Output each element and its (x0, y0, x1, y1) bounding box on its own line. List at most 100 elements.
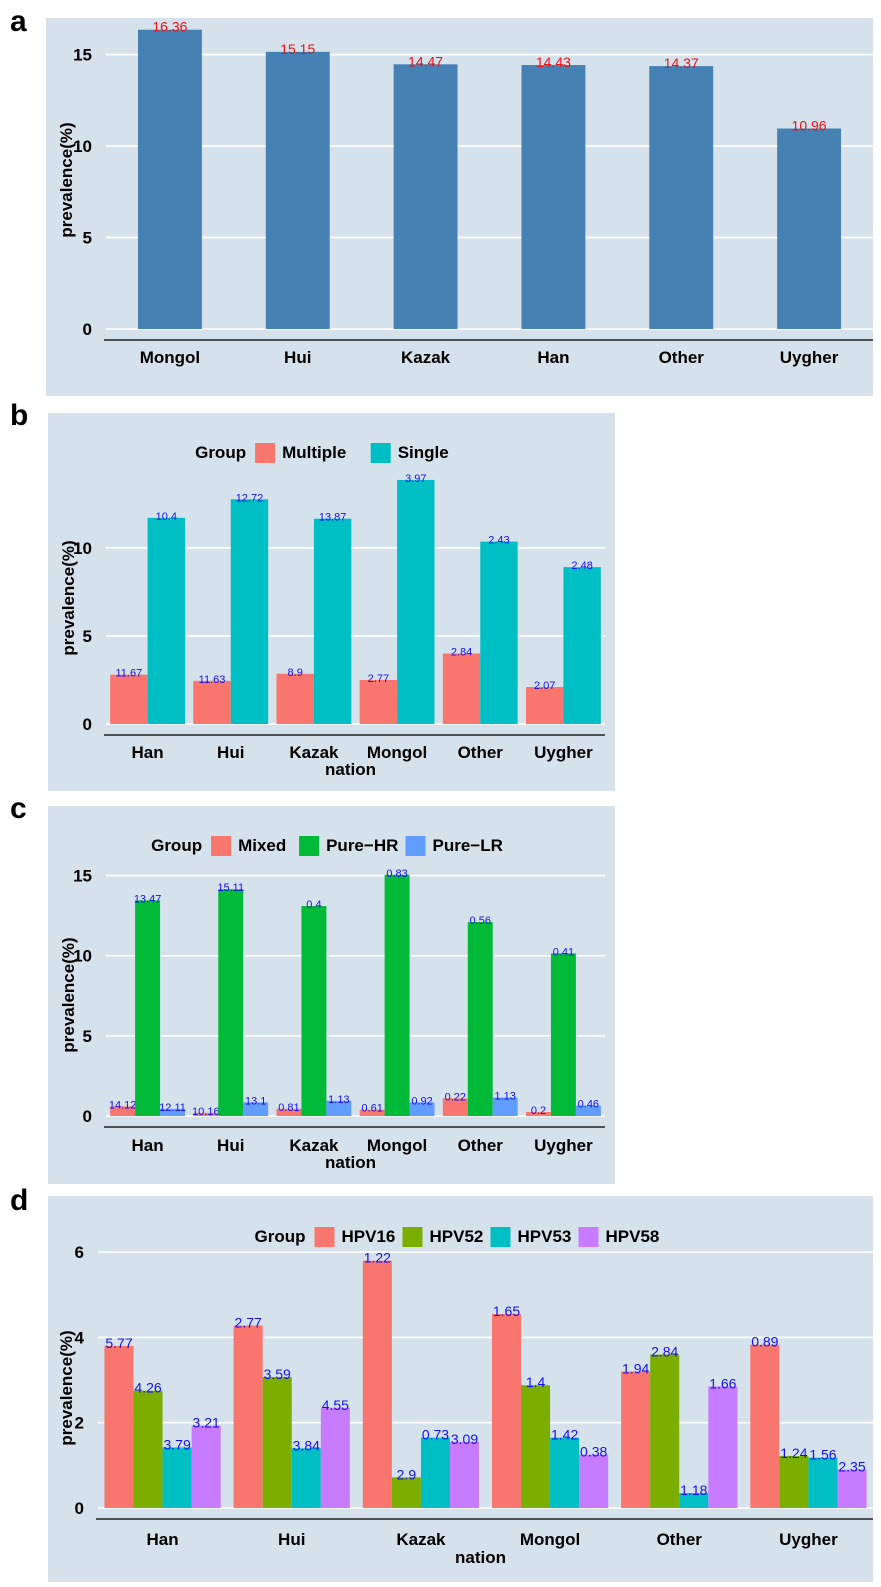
x-tick-label-a: Uygher (780, 348, 839, 367)
chart-d: 0246prevalence(%)nationHan5.774.263.793.… (48, 1196, 873, 1582)
x-tick-label-d: Uygher (779, 1530, 838, 1549)
x-tick-label-a: Mongol (140, 348, 200, 367)
data-label-c: 1.13 (328, 1094, 349, 1106)
x-tick-label-d: Hui (278, 1530, 305, 1549)
data-label-d: 3.21 (193, 1415, 220, 1431)
bar-b-single (397, 479, 435, 724)
bar-d-hpv53 (291, 1448, 321, 1508)
data-label-d: 1.65 (493, 1303, 520, 1319)
bar-d-hpv16 (491, 1313, 522, 1508)
bar-c-purehr (301, 906, 327, 1116)
data-label-d: 2.84 (651, 1343, 678, 1359)
x-tick-label-c: Kazak (289, 1136, 339, 1155)
y-axis-title-d: prevalence(%) (57, 1330, 76, 1445)
bar-b-single (480, 541, 518, 724)
data-label-b: 8.9 (288, 667, 303, 679)
bar-d-hpv58 (449, 1441, 480, 1508)
x-tick-label-a: Hui (284, 348, 311, 367)
bar-b-single (147, 517, 186, 724)
bar-d-hpv58 (320, 1407, 350, 1508)
y-tick-label-c: 0 (83, 1107, 92, 1126)
bar-a (521, 65, 586, 330)
y-tick-label-d: 2 (75, 1414, 84, 1433)
y-axis-title-b: prevalence(%) (59, 540, 78, 655)
bar-b-multiple (110, 674, 148, 724)
x-tick-label-b: Hui (217, 743, 244, 762)
legend-title-c: Group (151, 836, 202, 855)
data-label-a: 14.43 (536, 54, 571, 70)
x-tick-label-c: Other (458, 1136, 504, 1155)
legend-c: Group Mixed Pure−HR Pure−LR (151, 836, 503, 856)
y-tick-label-c: 5 (83, 1027, 92, 1046)
legend-label-c: Mixed (238, 836, 286, 855)
legend-swatch-c (299, 836, 320, 856)
bar-c-mixed (276, 1108, 302, 1116)
panel-background-d (48, 1196, 873, 1582)
data-label-b: 11.67 (116, 668, 143, 680)
bar-d-hpv16 (104, 1345, 134, 1508)
data-label-a: 14.47 (408, 53, 443, 69)
y-tick-label-d: 6 (75, 1243, 84, 1262)
bar-d-hpv52 (650, 1354, 680, 1508)
bar-c-mixed (359, 1109, 385, 1116)
x-tick-label-b: Mongol (367, 743, 427, 762)
panel-label-c: c (10, 792, 27, 825)
x-axis-title-b: nation (325, 760, 376, 779)
bar-c-mixed (193, 1112, 219, 1116)
legend-swatch-d (578, 1227, 599, 1247)
legend-label-c: Pure−LR (433, 836, 503, 855)
bar-a (265, 51, 330, 329)
data-label-c: 0.56 (470, 915, 491, 927)
y-tick-label-a: 10 (73, 137, 92, 156)
x-tick-label-d: Other (657, 1530, 703, 1549)
bar-b-single (563, 567, 601, 724)
data-label-a: 15.15 (280, 41, 315, 57)
data-label-d: 3.79 (163, 1436, 190, 1452)
data-label-b: 2.43 (488, 535, 509, 547)
bar-a (393, 64, 458, 329)
data-label-c: 0.22 (445, 1091, 466, 1103)
chart-a: 0 5 10 15 prevalence(%) Mongol 16.36 Hui 15.15 Ka… (46, 18, 873, 396)
y-tick-label-c: 10 (73, 947, 92, 966)
data-label-c: 0.61 (361, 1103, 382, 1115)
bar-d-hpv52 (262, 1377, 292, 1508)
data-label-c: 13.47 (134, 893, 162, 905)
panel-label-a: a (10, 5, 27, 38)
bar-d-hpv53 (808, 1457, 838, 1508)
data-label-c: 0.4 (306, 899, 321, 911)
bar-c-mixed (442, 1098, 468, 1116)
bar-b-multiple (359, 679, 398, 724)
data-label-b: 2.07 (534, 680, 555, 692)
bar-d-hpv52 (391, 1477, 421, 1508)
bar-b-multiple (276, 673, 314, 724)
data-label-d: 1.18 (680, 1482, 707, 1498)
legend-title-d: Group (255, 1227, 306, 1246)
bar-d-hpv16 (750, 1344, 780, 1508)
bar-c-purelr (409, 1102, 435, 1116)
data-label-c: 0.83 (386, 868, 407, 880)
data-label-d: 3.84 (293, 1437, 320, 1453)
bar-b-multiple (525, 686, 564, 724)
legend-swatch-d (490, 1227, 511, 1247)
x-tick-label-a: Han (537, 348, 569, 367)
data-label-c: 13.1 (245, 1095, 266, 1107)
y-tick-label-b: 5 (83, 627, 92, 646)
x-tick-label-d: Mongol (520, 1530, 580, 1549)
legend-swatch-d (402, 1227, 423, 1247)
data-label-b: 10.4 (156, 511, 177, 523)
data-label-c: 0.2 (531, 1105, 546, 1117)
legend-label-d: HPV58 (606, 1227, 660, 1246)
data-label-a: 10.96 (792, 117, 827, 133)
panel-label-b: b (10, 399, 28, 432)
bar-d-hpv16 (621, 1371, 651, 1508)
data-label-d: 5.77 (105, 1335, 132, 1351)
y-tick-label-a: 15 (73, 46, 92, 65)
legend-swatch-c (211, 836, 232, 856)
data-label-a: 16.36 (152, 19, 187, 35)
bar-d-hpv52 (521, 1385, 551, 1508)
legend-d: Group HPV16 HPV52 HPV53 HPV58 (255, 1227, 660, 1247)
legend-b: Group Multiple Single (195, 443, 449, 463)
bar-a (777, 128, 842, 329)
bar-b-single (313, 518, 352, 724)
